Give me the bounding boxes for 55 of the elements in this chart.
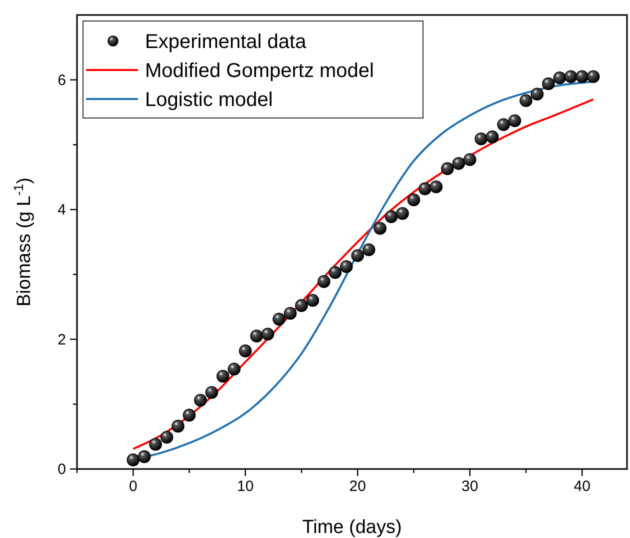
point — [182, 408, 196, 422]
point — [497, 118, 510, 132]
point — [542, 77, 555, 90]
y-tick-label: 6 — [58, 72, 66, 89]
point — [205, 386, 218, 399]
point — [463, 153, 476, 166]
point — [576, 70, 588, 84]
point — [149, 438, 162, 451]
point — [126, 454, 140, 466]
x-tick-label: 20 — [349, 478, 366, 495]
point — [194, 394, 207, 407]
x-tick-label: 0 — [128, 478, 138, 495]
point — [586, 70, 600, 84]
point — [384, 210, 398, 224]
point — [295, 299, 308, 312]
point — [328, 266, 342, 279]
point — [216, 370, 230, 383]
point — [530, 88, 544, 101]
x-tick-label: 10 — [237, 478, 254, 495]
point — [486, 130, 499, 144]
point — [374, 222, 386, 235]
legend-label: Experimental data — [145, 31, 308, 53]
point — [250, 330, 263, 342]
point — [172, 420, 184, 433]
point — [564, 70, 578, 84]
point — [138, 450, 151, 464]
point — [520, 94, 532, 108]
point — [351, 249, 364, 262]
point — [418, 182, 432, 196]
point — [407, 193, 420, 206]
x-axis-title: Time (days) — [302, 517, 402, 538]
point — [396, 207, 409, 220]
point — [284, 306, 297, 320]
point — [362, 243, 376, 256]
legend-label: Logistic model — [145, 89, 273, 111]
point — [474, 132, 488, 146]
x-tick-label: 40 — [574, 478, 590, 495]
point — [441, 162, 454, 176]
point — [318, 275, 330, 288]
point — [340, 260, 353, 274]
point — [160, 430, 174, 444]
point — [238, 344, 252, 358]
point — [553, 72, 566, 84]
point — [452, 157, 466, 170]
y-tick-label: 2 — [58, 331, 66, 348]
point — [508, 114, 522, 128]
x-tick-label: 30 — [462, 478, 478, 495]
point — [228, 362, 241, 376]
legend-label: Modified Gompertz model — [145, 60, 374, 82]
point — [261, 328, 274, 340]
y-tick-label: 4 — [58, 202, 66, 219]
point — [430, 180, 443, 194]
y-tick-label: 0 — [58, 461, 66, 478]
point — [272, 312, 286, 326]
point — [306, 294, 320, 307]
